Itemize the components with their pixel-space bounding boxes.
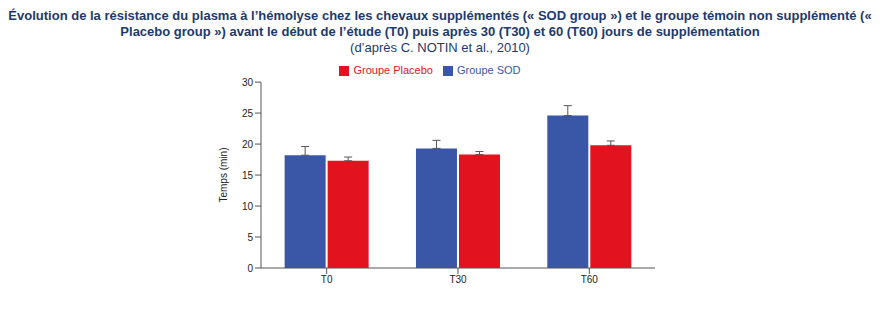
svg-text:15: 15 xyxy=(242,170,254,181)
svg-text:T0: T0 xyxy=(321,274,333,285)
svg-text:T60: T60 xyxy=(581,274,599,285)
svg-text:25: 25 xyxy=(242,108,254,119)
svg-text:20: 20 xyxy=(242,139,254,150)
html-text:(d’après C. NOTIN et al., 2010: (d’après C. NOTIN et al., 2010) xyxy=(350,40,530,55)
html-text:Groupe SOD: Groupe SOD xyxy=(457,64,521,76)
svg-text:Temps (min): Temps (min) xyxy=(218,148,229,203)
svg-text:5: 5 xyxy=(247,232,253,243)
html-text:Groupe Placebo: Groupe Placebo xyxy=(353,64,433,76)
svg-text:10: 10 xyxy=(242,201,254,212)
svg-text:30: 30 xyxy=(242,77,254,88)
svg-text:T30: T30 xyxy=(449,274,467,285)
svg-text:0: 0 xyxy=(247,263,253,274)
html-text:Évolution de la résistance du: Évolution de la résistance du plasma à l… xyxy=(8,8,872,39)
